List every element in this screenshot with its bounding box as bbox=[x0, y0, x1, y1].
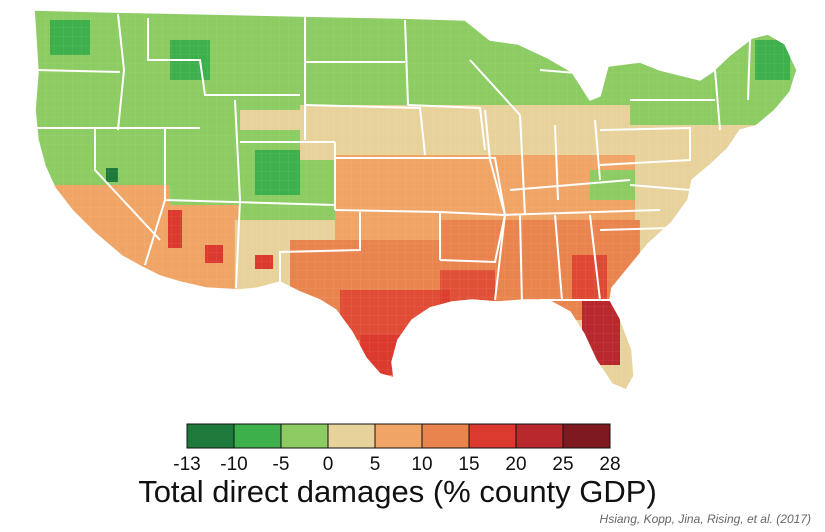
legend-bin--13-to--10 bbox=[186, 423, 235, 449]
legend-tick-label: -13 bbox=[173, 454, 200, 475]
border-ohio bbox=[594, 119, 601, 181]
border-mississippi-river bbox=[484, 109, 507, 301]
border-illinois bbox=[519, 114, 526, 216]
border-nevada bbox=[94, 128, 161, 241]
border-arkansas bbox=[439, 214, 506, 264]
legend-color-bins bbox=[186, 423, 611, 449]
legend-bin-0-to-5 bbox=[327, 423, 376, 449]
border-indiana bbox=[554, 124, 559, 201]
legend-bin-5-to-10 bbox=[374, 423, 423, 449]
border-alabama bbox=[554, 214, 563, 301]
source-credit: Hsiang, Kopp, Jina, Rising, et al. (2017… bbox=[599, 512, 811, 526]
border-maine bbox=[747, 39, 751, 101]
legend-tick-label: 25 bbox=[552, 454, 573, 475]
state-borders bbox=[35, 13, 751, 306]
border-carolinas bbox=[599, 227, 671, 231]
border-washington-oregon bbox=[35, 69, 121, 73]
legend-tick-label: 20 bbox=[505, 454, 526, 475]
border-montana bbox=[147, 18, 300, 96]
border-tennessee bbox=[499, 209, 661, 216]
border-texas-panhandle bbox=[279, 212, 361, 282]
legend-tick-label: 5 bbox=[370, 454, 381, 475]
legend-bin-20-to-25 bbox=[515, 423, 564, 449]
legend-tick-label: 10 bbox=[411, 454, 432, 475]
legend-tick-label: 28 bbox=[599, 454, 620, 475]
legend-bin-10-to-15 bbox=[421, 423, 470, 449]
border-iowa bbox=[407, 104, 486, 151]
border-idaho-west bbox=[117, 13, 126, 131]
border-wisconsin bbox=[469, 59, 521, 116]
border-new-england bbox=[714, 69, 721, 131]
border-virginia bbox=[629, 184, 691, 191]
legend-bin--10-to--5 bbox=[233, 423, 282, 449]
legend-tick-label: -10 bbox=[220, 454, 247, 475]
border-nebraska bbox=[304, 104, 426, 156]
legend-bin--5-to-0 bbox=[280, 423, 329, 449]
legend-tick-label: 15 bbox=[458, 454, 479, 475]
legend-tick-label: -5 bbox=[273, 454, 290, 475]
border-kentucky bbox=[509, 179, 631, 191]
border-minnesota bbox=[404, 19, 409, 106]
border-mississippi bbox=[519, 214, 523, 306]
border-georgia bbox=[589, 214, 601, 301]
border-4-corners bbox=[164, 199, 336, 206]
border-missouri bbox=[430, 157, 507, 217]
legend-bin-25-to-28 bbox=[562, 423, 611, 449]
border-pennsylvania bbox=[599, 126, 691, 166]
legend-bin-15-to-20 bbox=[468, 423, 517, 449]
legend-title: Total direct damages (% county GDP) bbox=[138, 474, 657, 509]
border-colorado-wyoming bbox=[234, 99, 242, 289]
legend-tick-labels: -13 -10 -5 0 5 10 15 20 25 28 bbox=[173, 454, 620, 475]
legend-tick-label: 0 bbox=[323, 454, 334, 475]
us-county-damage-map bbox=[33, 9, 798, 391]
